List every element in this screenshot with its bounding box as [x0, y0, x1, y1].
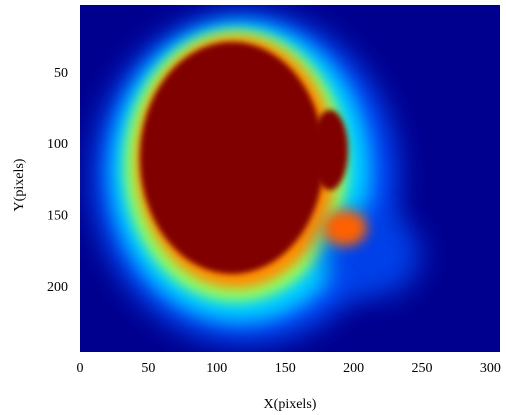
- x-tick-label: 250: [412, 361, 433, 376]
- y-axis-label: Y(pixels): [12, 158, 27, 211]
- x-tick-label: 150: [275, 361, 296, 376]
- x-tick-label: 100: [206, 361, 227, 376]
- core-lobe: [312, 110, 348, 190]
- notch-edge: [323, 210, 367, 246]
- core: [140, 42, 324, 274]
- y-tick-label: 50: [54, 66, 68, 81]
- x-tick-label: 0: [77, 361, 84, 376]
- x-axis-label: X(pixels): [264, 397, 317, 412]
- x-tick-label: 300: [480, 361, 501, 376]
- y-tick-label: 100: [47, 137, 68, 152]
- y-tick-label: 200: [47, 280, 68, 295]
- x-tick-label: 50: [141, 361, 155, 376]
- y-tick-label: 150: [47, 209, 68, 224]
- image: [80, 5, 500, 352]
- x-tick-label: 200: [343, 361, 364, 376]
